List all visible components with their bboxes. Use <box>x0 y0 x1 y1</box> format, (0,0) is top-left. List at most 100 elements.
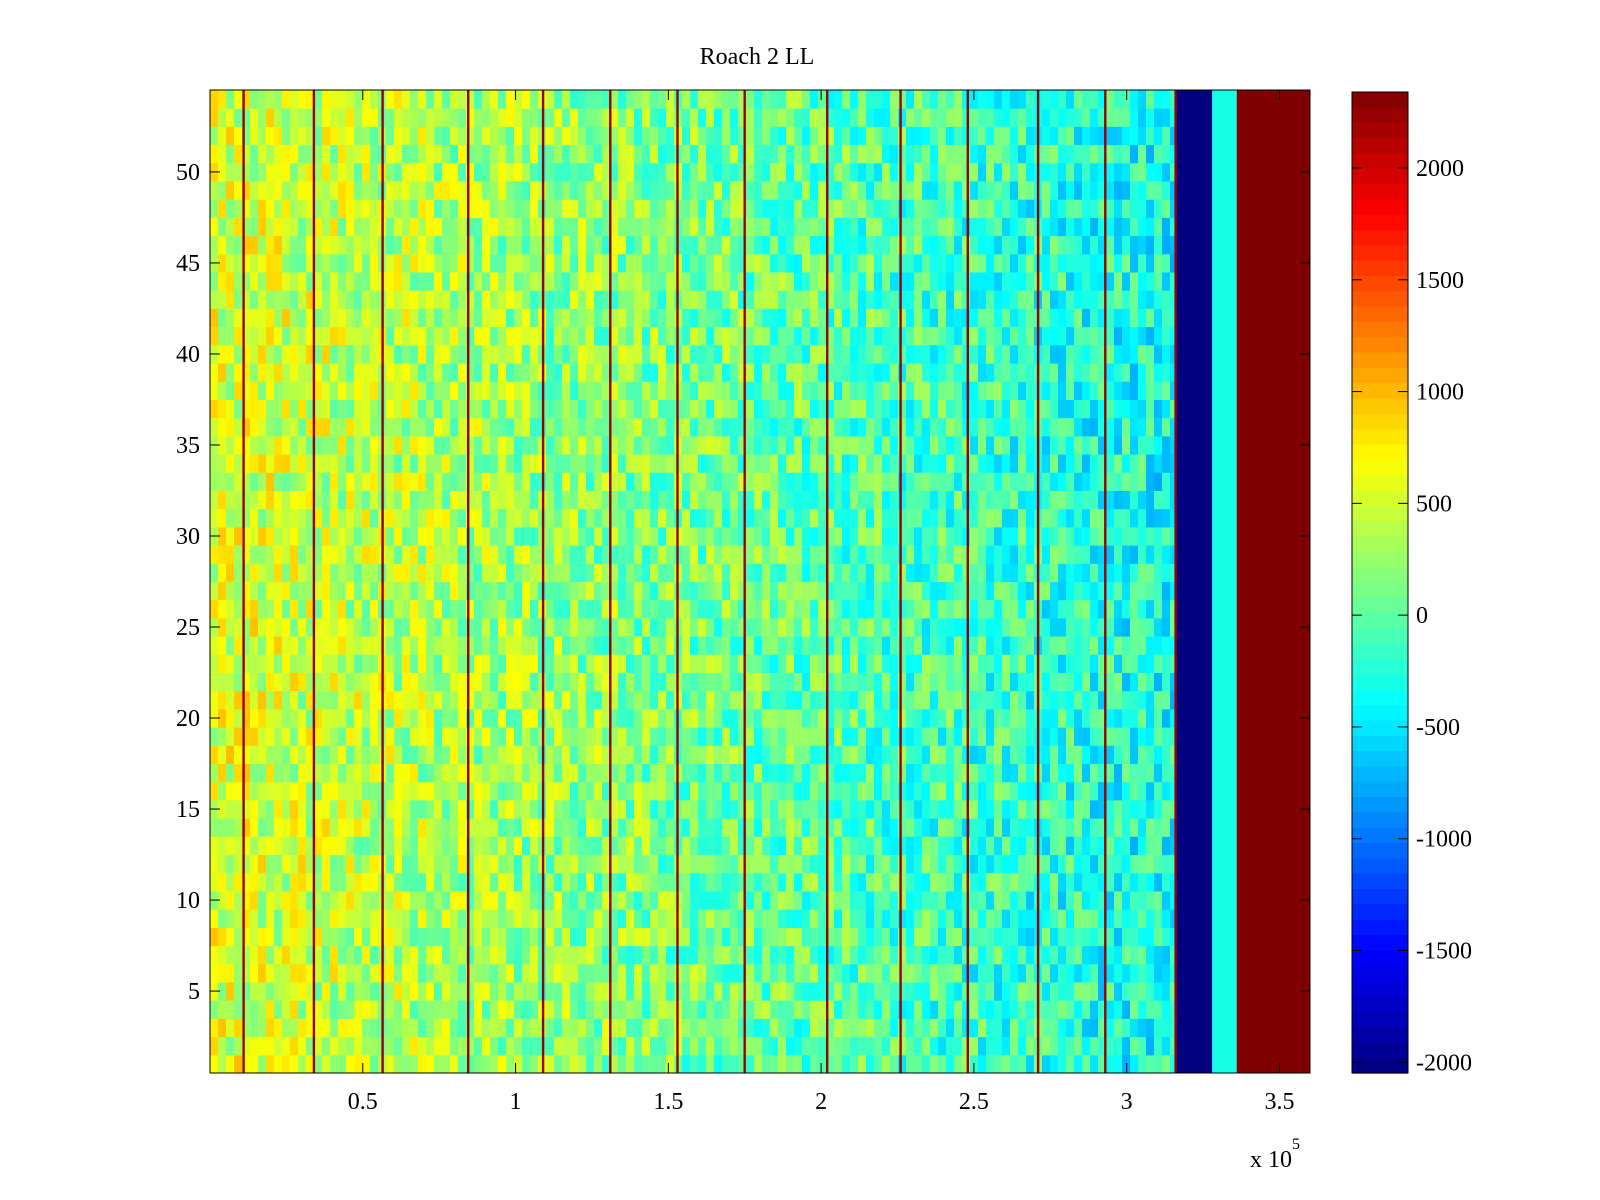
heatmap-cell <box>258 508 267 528</box>
heatmap-cell <box>1170 1036 1177 1056</box>
heatmap-cell <box>746 836 755 856</box>
heatmap-cell <box>938 872 947 892</box>
heatmap-cell <box>474 636 483 655</box>
heatmap-cell <box>834 599 843 619</box>
heatmap-cell <box>930 344 939 364</box>
heatmap-cell <box>458 891 467 910</box>
heatmap-cell <box>1130 1054 1139 1074</box>
heatmap-cell <box>426 344 435 364</box>
heatmap-cell <box>610 508 619 528</box>
heatmap-cell <box>762 599 771 619</box>
heatmap-cell <box>1122 617 1131 637</box>
heatmap-cell <box>1002 982 1011 1001</box>
heatmap-cell <box>218 617 227 637</box>
heatmap-cell <box>354 909 363 928</box>
heatmap-cell <box>474 1000 483 1019</box>
heatmap-cell <box>610 344 619 364</box>
heatmap-cell <box>530 854 539 874</box>
heatmap-cell <box>1154 617 1163 637</box>
heatmap-cell <box>930 1000 939 1019</box>
heatmap-cell <box>282 526 291 546</box>
heatmap-cell <box>826 545 835 564</box>
heatmap-cell <box>610 435 619 455</box>
heatmap-cell <box>658 435 667 455</box>
heatmap-cell <box>530 1054 539 1074</box>
heatmap-cell <box>962 745 971 764</box>
heatmap-cell <box>274 636 283 655</box>
heatmap-cell <box>386 690 395 710</box>
heatmap-cell <box>442 417 451 437</box>
heatmap-cell <box>1026 818 1035 837</box>
heatmap-cell <box>794 872 803 892</box>
heatmap-cell <box>826 690 835 710</box>
heatmap-cell <box>922 363 931 382</box>
heatmap-cell <box>498 1054 507 1074</box>
heatmap-cell <box>242 435 251 455</box>
heatmap-cell <box>594 636 603 655</box>
heatmap-cell <box>490 672 499 692</box>
heatmap-cell <box>874 363 883 382</box>
heatmap-cell <box>858 363 867 382</box>
heatmap-cell <box>746 399 755 419</box>
heatmap-cell <box>754 891 763 910</box>
heatmap-cell <box>754 399 763 419</box>
heatmap-cell <box>778 872 787 892</box>
heatmap-cell <box>1146 672 1155 692</box>
heatmap-cell <box>450 344 459 364</box>
heatmap-cell <box>834 799 843 819</box>
heatmap-cell <box>282 799 291 819</box>
heatmap-cell <box>754 472 763 491</box>
heatmap-cell <box>426 1036 435 1056</box>
heatmap-cell <box>1146 435 1155 455</box>
heatmap-cell <box>474 708 483 728</box>
heatmap-cell <box>1018 526 1027 546</box>
heatmap-cell <box>242 927 251 947</box>
heatmap-cell <box>786 472 795 491</box>
heatmap-cell <box>226 727 235 746</box>
heatmap-cell <box>1170 545 1177 564</box>
heatmap-cell <box>442 1036 451 1056</box>
heatmap-cell <box>1050 563 1059 582</box>
heatmap-cell <box>234 344 243 364</box>
heatmap-cell <box>458 963 467 983</box>
heatmap-cell <box>1098 672 1107 692</box>
heatmap-cell <box>1042 435 1051 455</box>
heatmap-cell <box>1098 945 1107 965</box>
heatmap-cell <box>1058 399 1067 419</box>
heatmap-cell <box>994 745 1003 764</box>
heatmap-cell <box>618 872 627 892</box>
heatmap-cell <box>554 945 563 965</box>
heatmap-cell <box>730 363 739 382</box>
heatmap-cell <box>642 417 651 437</box>
heatmap-cell <box>610 599 619 619</box>
heatmap-cell <box>882 818 891 837</box>
heatmap-cell <box>858 836 867 856</box>
heatmap-cell <box>986 636 995 655</box>
heatmap-cell <box>714 599 723 619</box>
heatmap-cell <box>762 891 771 910</box>
heatmap-cell <box>474 799 483 819</box>
heatmap-cell <box>1074 581 1083 601</box>
heatmap-cell <box>1146 654 1155 673</box>
heatmap-cell <box>426 508 435 528</box>
heatmap-cell <box>930 454 939 473</box>
heatmap-cell <box>234 617 243 637</box>
heatmap-cell <box>874 526 883 546</box>
heatmap-cell <box>746 363 755 382</box>
heatmap-cell <box>730 381 739 400</box>
heatmap-cell <box>770 326 779 346</box>
heatmap-cell <box>466 1054 475 1074</box>
heatmap-cell <box>1074 872 1083 892</box>
heatmap-cell <box>746 1000 755 1019</box>
heatmap-cell <box>954 763 963 783</box>
heatmap-cell <box>914 545 923 564</box>
heatmap-cell <box>1138 490 1147 510</box>
heatmap-cell <box>1138 599 1147 619</box>
heatmap-cell <box>562 417 571 437</box>
heatmap-cell <box>578 1018 587 1038</box>
heatmap-cell <box>1058 563 1067 582</box>
heatmap-cell <box>386 326 395 346</box>
heatmap-cell <box>690 545 699 564</box>
heatmap-cell <box>698 636 707 655</box>
heatmap-cell <box>914 381 923 400</box>
